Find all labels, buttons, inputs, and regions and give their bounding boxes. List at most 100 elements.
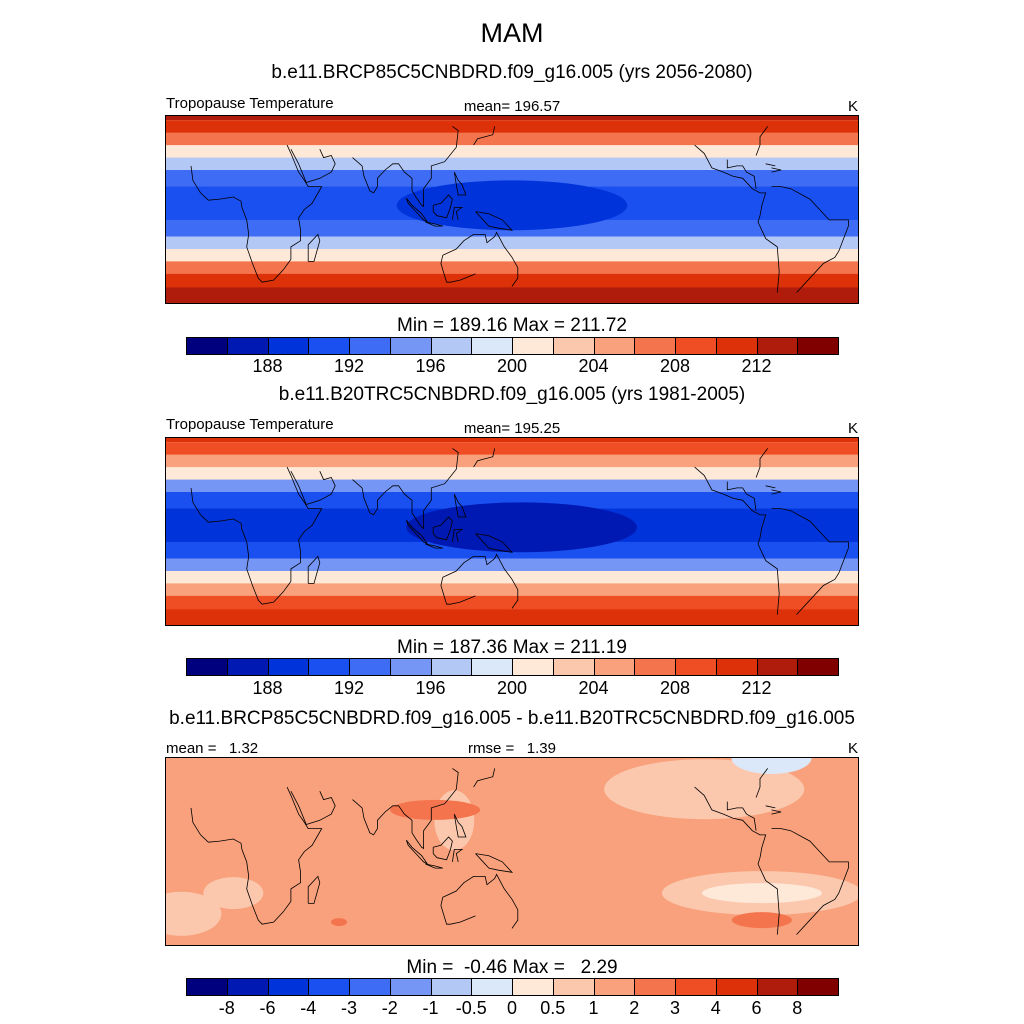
colorbar-swatch: [308, 337, 351, 355]
coastline: [453, 171, 467, 196]
panel1-units: K: [847, 98, 858, 115]
colorbar-swatch: [675, 978, 717, 996]
colorbar-swatch: [308, 658, 351, 676]
colorbar-swatch: [756, 337, 799, 355]
colorbar-swatch: [593, 337, 636, 355]
coastline: [352, 448, 459, 530]
coastline: [475, 211, 514, 231]
colorbar-swatch: [226, 978, 269, 996]
coastline: [765, 485, 776, 489]
colorbar-swatch: [512, 337, 554, 355]
coastline: [432, 194, 453, 219]
colorbar-tick-label: -8: [218, 998, 235, 1018]
colorbar-swatch: [389, 337, 432, 355]
panel1-map: [165, 115, 859, 304]
temperature-band: [166, 608, 858, 625]
colorbar-swatch: [797, 658, 840, 676]
coastline: [796, 547, 849, 615]
colorbar-tick-label: 188: [252, 678, 283, 698]
colorbar-swatch: [186, 337, 228, 355]
panel2-minmax: Min = 187.36 Max = 211.19: [397, 637, 627, 658]
colorbar-swatch: [186, 978, 228, 996]
colorbar-swatch: [349, 658, 391, 676]
coastline: [771, 167, 782, 173]
coastline: [290, 149, 336, 183]
difference-strong-region: [390, 799, 481, 820]
colorbar-tick-label: 208: [659, 678, 691, 698]
colorbar-swatch: [675, 337, 717, 355]
colorbar-swatch: [430, 337, 473, 355]
colorbar-tick-label: 200: [496, 678, 528, 698]
coastline: [405, 839, 428, 865]
temperature-band: [166, 467, 858, 481]
coastline: [425, 221, 443, 227]
coastline: [190, 144, 323, 283]
colorbar-swatch: [634, 337, 677, 355]
colorbar-tick-label: -4: [300, 998, 317, 1018]
coastline: [771, 508, 849, 549]
colorbar-tick-label: 2: [629, 998, 640, 1018]
coastline: [473, 126, 496, 146]
colorbar-swatch: [715, 658, 758, 676]
colorbar-swatch: [349, 337, 391, 355]
colorbar-tick-label: 6: [751, 998, 762, 1018]
colorbar-swatch: [349, 978, 391, 996]
colorbar-tick-label: 0: [506, 998, 518, 1018]
colorbar-swatch: [675, 658, 717, 676]
coastline: [755, 448, 769, 478]
temperature-band: [166, 132, 858, 147]
temperature-band: [166, 273, 858, 288]
difference-light-region: [604, 759, 805, 820]
panel3-colorbar: [186, 978, 840, 996]
temperature-band: [166, 558, 858, 572]
colorbar-swatch: [471, 337, 514, 355]
coastline: [307, 875, 321, 904]
temperature-band: [166, 595, 858, 610]
colorbar-swatch: [226, 658, 269, 676]
coastline: [755, 768, 769, 798]
temperature-band: [166, 286, 858, 303]
colorbar-swatch: [512, 658, 554, 676]
temperature-band: [166, 454, 858, 469]
colorbar-tick-label: 196: [415, 356, 446, 376]
temperature-band: [166, 120, 858, 134]
temperature-band: [166, 116, 858, 121]
temperature-band: [166, 157, 858, 172]
coastline: [726, 159, 757, 189]
panel2-colorbar-ticks: 188 192 196 200 204 208 212: [186, 678, 838, 700]
colorbar-swatch: [634, 658, 677, 676]
colorbar-tick-label: -2: [381, 998, 398, 1018]
coastline: [694, 144, 780, 293]
temperature-band: [166, 583, 858, 597]
coastline: [475, 853, 514, 873]
colorbar-tick-label: 208: [659, 356, 691, 376]
colorbar-swatch: [552, 658, 595, 676]
colorbar-tick-label: -3: [340, 998, 358, 1018]
difference-light-region: [203, 877, 264, 910]
colorbar-tick-label: 212: [741, 678, 772, 698]
coastline: [440, 255, 476, 283]
panel1-left-label: Tropopause Temperature: [166, 95, 334, 112]
coastline: [440, 577, 476, 605]
colorbar-swatch: [389, 658, 432, 676]
panel2-field: [166, 438, 858, 625]
difference-negative-region: [731, 758, 812, 774]
panel3-rmse-label: rmse = 1.39: [468, 740, 556, 757]
colorbar-tick-label: 1: [588, 998, 599, 1018]
panel2-map: [165, 437, 859, 626]
coastline: [796, 225, 849, 293]
panel2-mean-label: mean= 195.25: [463, 420, 561, 437]
colorbar-tick-label: -1: [422, 998, 439, 1018]
coastline: [765, 163, 776, 167]
colorbar-swatch: [593, 978, 636, 996]
panel3-field: [166, 758, 858, 945]
panel3-colorbar-ticks: -8 -6 -4 -3 -2 -1 -0.5 0 0.5 1 2 3 4 6 8: [186, 998, 838, 1020]
panel3-map: [165, 757, 859, 946]
temperature-band: [166, 249, 858, 263]
colorbar-swatch: [186, 658, 228, 676]
coastline: [726, 481, 757, 511]
coastline: [307, 233, 321, 262]
colorbar-swatch: [389, 978, 432, 996]
colorbar-swatch: [634, 978, 677, 996]
coastline: [425, 543, 443, 549]
